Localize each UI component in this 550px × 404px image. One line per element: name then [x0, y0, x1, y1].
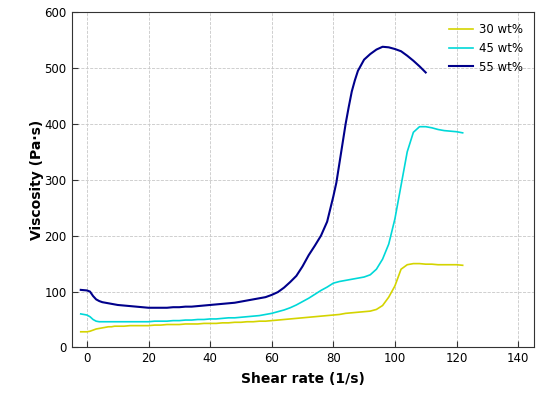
45 wt% — [459, 130, 466, 135]
45 wt% — [422, 124, 429, 129]
30 wt% — [453, 262, 460, 267]
Y-axis label: Viscosity (Pa·s): Viscosity (Pa·s) — [30, 120, 45, 240]
45 wt% — [379, 257, 386, 261]
Line: 30 wt%: 30 wt% — [81, 263, 463, 332]
30 wt% — [410, 261, 417, 266]
30 wt% — [182, 322, 189, 326]
45 wt% — [96, 319, 102, 324]
X-axis label: Shear rate (1/s): Shear rate (1/s) — [240, 372, 365, 386]
45 wt% — [434, 127, 441, 132]
55 wt% — [349, 89, 355, 94]
30 wt% — [188, 322, 195, 326]
30 wt% — [126, 323, 133, 328]
55 wt% — [145, 305, 152, 310]
55 wt% — [96, 299, 102, 303]
30 wt% — [96, 326, 102, 331]
45 wt% — [349, 277, 355, 282]
55 wt% — [379, 44, 386, 49]
45 wt% — [330, 281, 337, 286]
45 wt% — [78, 311, 84, 316]
30 wt% — [287, 316, 294, 321]
55 wt% — [151, 305, 158, 310]
30 wt% — [78, 329, 84, 334]
45 wt% — [428, 125, 435, 130]
55 wt% — [78, 288, 84, 292]
55 wt% — [422, 70, 429, 75]
55 wt% — [226, 301, 232, 306]
55 wt% — [232, 300, 238, 305]
Line: 45 wt%: 45 wt% — [81, 127, 463, 322]
55 wt% — [176, 305, 183, 309]
Line: 55 wt%: 55 wt% — [81, 47, 426, 308]
30 wt% — [459, 263, 466, 268]
45 wt% — [416, 124, 423, 129]
Legend: 30 wt%, 45 wt%, 55 wt%: 30 wt%, 45 wt%, 55 wt% — [444, 18, 527, 78]
